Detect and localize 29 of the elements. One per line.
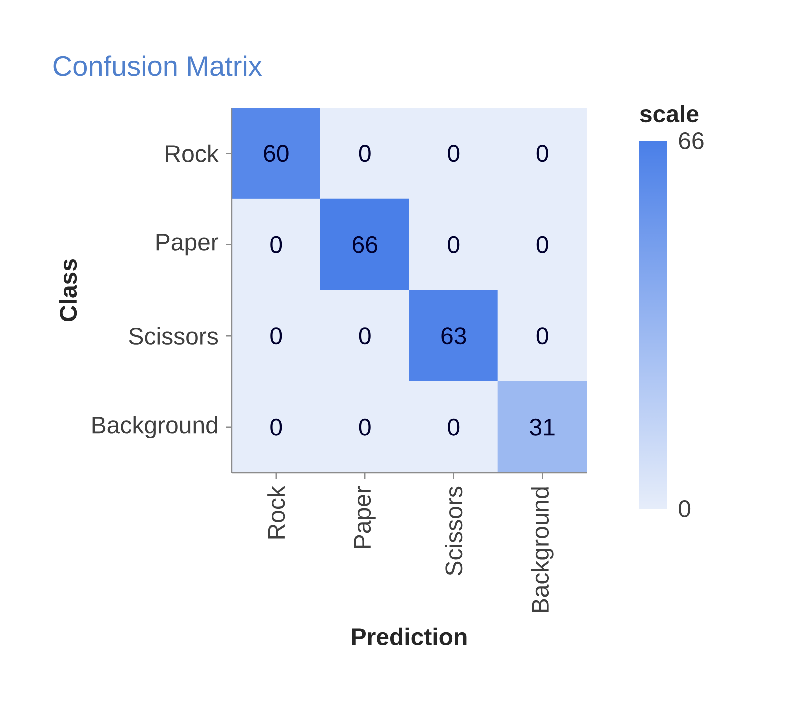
y-tick-label: Background: [92, 416, 218, 439]
x-tick-label: Background: [531, 488, 554, 612]
y-axis-title: Class: [60, 259, 78, 322]
data-label: 0: [359, 145, 371, 162]
color-bar-label: 66: [679, 132, 704, 150]
data-label: 0: [359, 418, 371, 436]
data-label: 66: [352, 236, 378, 254]
data-label: 0: [536, 236, 548, 254]
y-tick-label: Scissors: [129, 327, 218, 345]
data-label: 63: [442, 328, 466, 345]
data-label: 0: [448, 145, 460, 162]
data-label: 0: [448, 418, 460, 436]
x-axis-title: Prediction: [352, 628, 467, 646]
data-label: 0: [270, 236, 282, 254]
data-label: 0: [536, 145, 548, 162]
y-tick-label: Paper: [156, 234, 219, 256]
data-label: 0: [448, 236, 460, 254]
data-label: 0: [270, 418, 282, 436]
data-label: 0: [270, 328, 282, 345]
data-label: 31: [530, 418, 555, 436]
data-label: 60: [264, 145, 289, 162]
x-tick-label: Scissors: [445, 486, 463, 576]
color-bar-label: 0: [679, 500, 691, 518]
x-tick-label: Rock: [268, 486, 286, 539]
chart-title: Confusion Matrix: [54, 56, 262, 76]
color-bar-title: scale: [640, 104, 699, 123]
y-tick-label: Rock: [166, 144, 219, 162]
x-tick-label: Paper: [354, 486, 376, 548]
data-label: 0: [359, 328, 371, 345]
